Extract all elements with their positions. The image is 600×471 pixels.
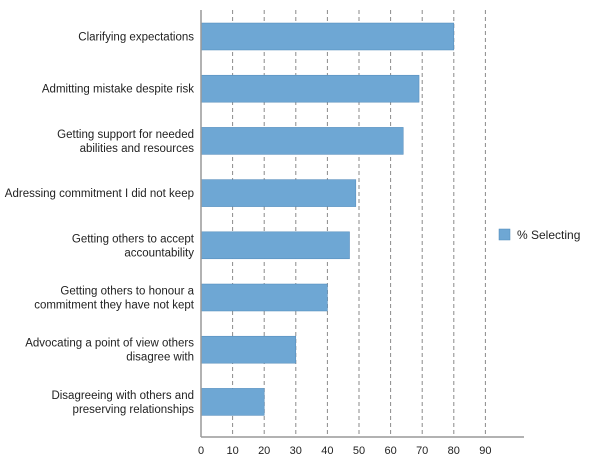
bar <box>200 231 350 260</box>
bar <box>200 388 265 416</box>
bar <box>200 179 357 207</box>
legend-label: % Selecting <box>517 228 580 242</box>
axes <box>200 10 524 438</box>
x-tick-label: 60 <box>384 445 396 457</box>
x-tick-label: 30 <box>290 445 302 457</box>
legend: % Selecting <box>498 228 580 242</box>
bar <box>200 283 328 312</box>
bars <box>200 22 455 416</box>
bar <box>200 22 455 51</box>
gridlines <box>232 10 486 437</box>
x-tick-label: 40 <box>321 445 333 457</box>
category-label: accountability <box>124 247 194 259</box>
x-tick-label: 10 <box>226 445 238 457</box>
x-tick-label: 20 <box>258 445 270 457</box>
legend-swatch <box>498 228 511 241</box>
category-label: Admitting mistake despite risk <box>42 84 194 96</box>
category-label: preserving relationships <box>73 404 195 416</box>
category-label: Getting others to accept <box>72 233 195 245</box>
x-tick-labels: 0 10 20 30 40 50 60 70 80 90 <box>198 445 492 457</box>
category-label: disagree with <box>126 352 194 364</box>
category-label: commitment they have not kept <box>34 300 195 312</box>
category-label: Getting support for needed <box>57 129 194 141</box>
category-label: Disagreeing with others and <box>51 390 194 402</box>
bar <box>200 127 404 155</box>
x-tick-label: 90 <box>479 445 491 457</box>
category-label: Advocating a point of view others <box>25 338 194 350</box>
bar <box>200 335 297 364</box>
category-label: abilities and resources <box>80 143 195 155</box>
category-label: Getting others to honour a <box>60 286 194 298</box>
x-tick-label: 70 <box>416 445 428 457</box>
category-labels: Clarifying expectations Admitting mistake… <box>5 32 195 416</box>
bar <box>200 74 420 103</box>
x-tick-label: 80 <box>448 445 460 457</box>
category-label: Adressing commitment I did not keep <box>5 188 194 200</box>
x-tick-label: 50 <box>353 445 365 457</box>
category-label: Clarifying expectations <box>78 32 194 44</box>
x-tick-label: 0 <box>198 445 204 457</box>
